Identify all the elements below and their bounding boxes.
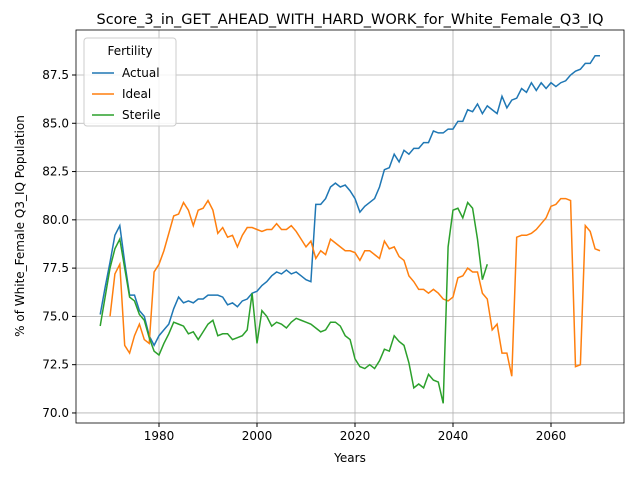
y-tick-label: 82.5 <box>42 165 69 179</box>
y-tick-label: 85.0 <box>42 116 69 130</box>
y-tick-label: 77.5 <box>42 261 69 275</box>
legend-label: Ideal <box>122 87 151 101</box>
x-tick-label: 2000 <box>242 429 273 443</box>
y-tick-label: 87.5 <box>42 68 69 82</box>
chart-title: Score_3_in_GET_AHEAD_WITH_HARD_WORK_for_… <box>96 12 603 28</box>
y-tick-label: 70.0 <box>42 406 69 420</box>
series-line <box>99 54 600 348</box>
plot-frame <box>75 29 625 424</box>
y-tick-label: 75.0 <box>42 309 69 323</box>
legend-label: Sterile <box>122 108 161 122</box>
legend-box <box>83 37 177 127</box>
legend-title: Fertility <box>107 44 152 58</box>
x-tick-label: 2040 <box>438 429 469 443</box>
y-tick-label: 80.0 <box>42 213 69 227</box>
y-tick-label: 72.5 <box>42 358 69 372</box>
legend-label: Actual <box>122 66 160 80</box>
x-tick-label: 2020 <box>340 429 371 443</box>
series-line <box>109 197 601 377</box>
x-axis-label: Years <box>333 451 366 465</box>
series-line <box>99 200 489 404</box>
x-tick-label: 2060 <box>536 429 567 443</box>
y-axis-label: % of White_Female Q3_IQ Population <box>13 115 27 337</box>
x-tick-label: 1980 <box>144 429 175 443</box>
